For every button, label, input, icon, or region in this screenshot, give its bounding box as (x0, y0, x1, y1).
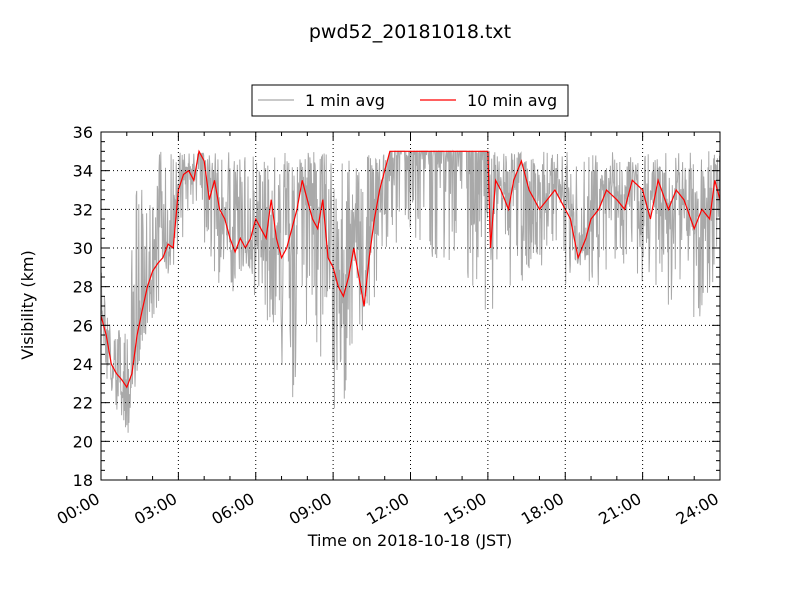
y-tick-label: 18 (73, 471, 93, 490)
plot-area: 18 20 22 24 26 28 30 32 34 36 00:00 03:00 06:00 09:00… (54, 123, 722, 529)
x-tick-label: 15:00 (440, 489, 489, 529)
y-tick-label: 36 (73, 123, 93, 142)
legend-frame (251, 84, 569, 117)
x-tick-label: 24:00 (673, 489, 722, 529)
y-tick-label: 24 (73, 355, 93, 374)
chart-legend: 1 min avg 10 min avg (251, 84, 569, 117)
x-axis-label: Time on 2018-10-18 (JST) (307, 531, 512, 550)
y-tick-label: 22 (73, 394, 93, 413)
x-tick-label: 12:00 (363, 489, 412, 529)
y-tick-label: 20 (73, 432, 93, 451)
x-tick-label: 03:00 (131, 489, 180, 529)
x-tick-label: 18:00 (518, 489, 567, 529)
y-axis-label: Visibility (km) (18, 250, 37, 359)
chart-title: pwd52_20181018.txt (309, 21, 511, 43)
y-tick-label: 26 (73, 316, 93, 335)
legend-label-10min: 10 min avg (467, 91, 557, 110)
x-tick-label: 09:00 (286, 489, 335, 529)
y-tick-label: 34 (73, 162, 93, 181)
x-tick-label: 06:00 (208, 489, 257, 529)
y-tick-label: 32 (73, 200, 93, 219)
x-tick-label: 21:00 (595, 489, 644, 529)
y-tick-label: 28 (73, 278, 93, 297)
x-tick-label: 00:00 (54, 489, 103, 529)
legend-label-1min: 1 min avg (305, 91, 385, 110)
y-tick-label: 30 (73, 239, 93, 258)
